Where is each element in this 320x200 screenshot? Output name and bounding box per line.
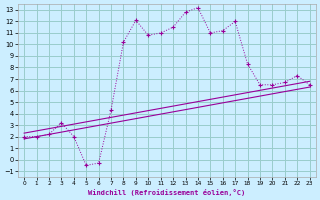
X-axis label: Windchill (Refroidissement éolien,°C): Windchill (Refroidissement éolien,°C) [88, 189, 245, 196]
